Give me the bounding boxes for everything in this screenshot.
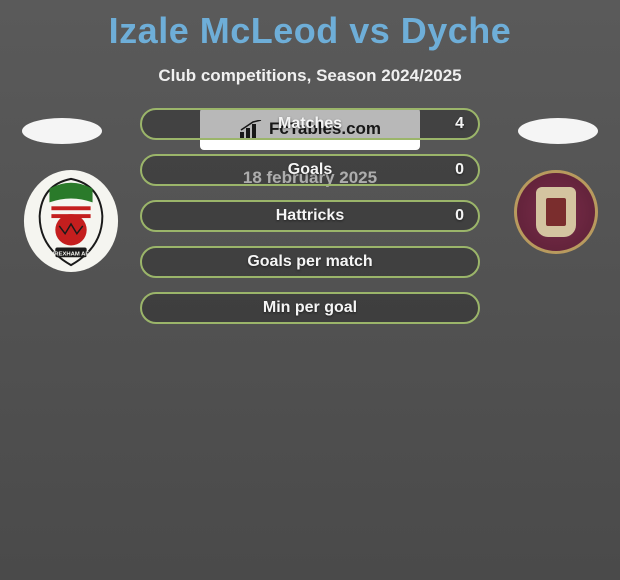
- bar-goals: Goals 0: [140, 154, 480, 186]
- bar-label: Min per goal: [263, 299, 357, 317]
- bar-value: 0: [455, 207, 464, 225]
- stat-bars: Matches 4 Goals 0 Hattricks 0 Goals per …: [140, 108, 480, 338]
- bar-value: 4: [455, 115, 464, 133]
- bar-hattricks: Hattricks 0: [140, 200, 480, 232]
- bar-label: Goals: [288, 161, 332, 179]
- bar-label: Matches: [278, 115, 342, 133]
- wrexham-crest-icon: WREXHAM AFC: [22, 166, 120, 276]
- player-silhouette-right: [518, 118, 598, 144]
- bar-label: Hattricks: [276, 207, 344, 225]
- bar-value: 0: [455, 161, 464, 179]
- page-title: Izale McLeod vs Dyche: [0, 0, 620, 52]
- bar-goals-per-match: Goals per match: [140, 246, 480, 278]
- bar-label: Goals per match: [247, 253, 372, 271]
- player-silhouette-left: [22, 118, 102, 144]
- subtitle: Club competitions, Season 2024/2025: [0, 66, 620, 86]
- club-badge-right: [514, 170, 598, 254]
- northampton-crest-icon: [536, 187, 576, 237]
- bar-min-per-goal: Min per goal: [140, 292, 480, 324]
- club-badge-left: WREXHAM AFC: [22, 166, 120, 276]
- svg-text:WREXHAM AFC: WREXHAM AFC: [49, 251, 94, 257]
- bar-matches: Matches 4: [140, 108, 480, 140]
